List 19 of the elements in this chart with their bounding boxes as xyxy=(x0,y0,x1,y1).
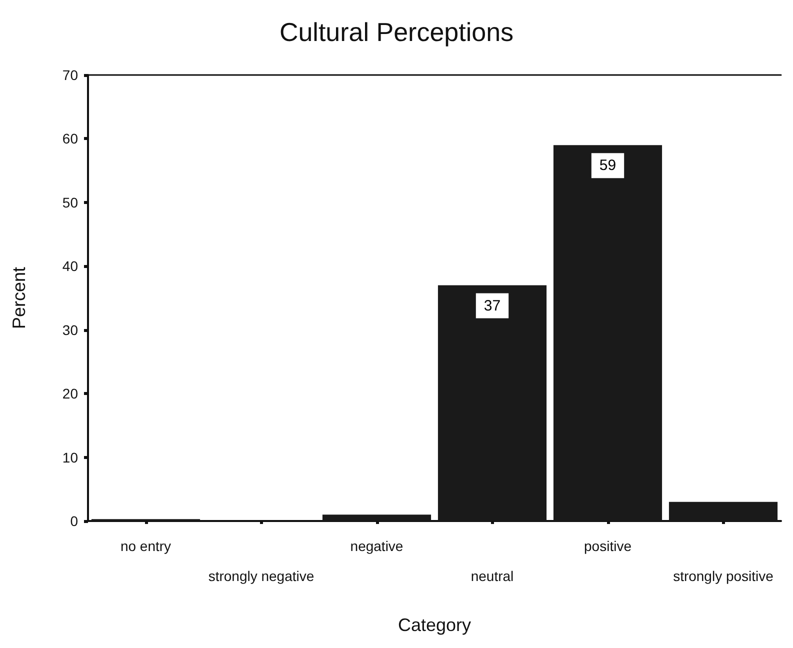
x-tick-label: no entry xyxy=(120,538,172,554)
y-tick-label: 20 xyxy=(62,386,78,402)
y-tick-label: 70 xyxy=(62,67,78,83)
y-tick-label: 60 xyxy=(62,130,78,147)
y-tick-label: 50 xyxy=(62,194,78,210)
y-axis-title: Percent xyxy=(9,266,29,330)
x-tick-label: strongly negative xyxy=(208,568,314,584)
y-tick-label: 40 xyxy=(62,258,78,274)
data-label: 59 xyxy=(599,157,616,174)
y-tick-label: 30 xyxy=(62,322,78,338)
y-tick-label: 10 xyxy=(62,449,78,466)
x-tick-label: negative xyxy=(350,538,404,554)
x-tick-label: strongly positive xyxy=(673,568,774,584)
x-tick-label: neutral xyxy=(470,568,514,584)
data-label: 37 xyxy=(484,297,501,314)
x-tick-label: positive xyxy=(584,538,632,554)
x-axis-title: Category xyxy=(398,615,472,635)
y-tick-label: 0 xyxy=(70,513,78,529)
chart-title: Cultural Perceptions xyxy=(279,17,514,47)
